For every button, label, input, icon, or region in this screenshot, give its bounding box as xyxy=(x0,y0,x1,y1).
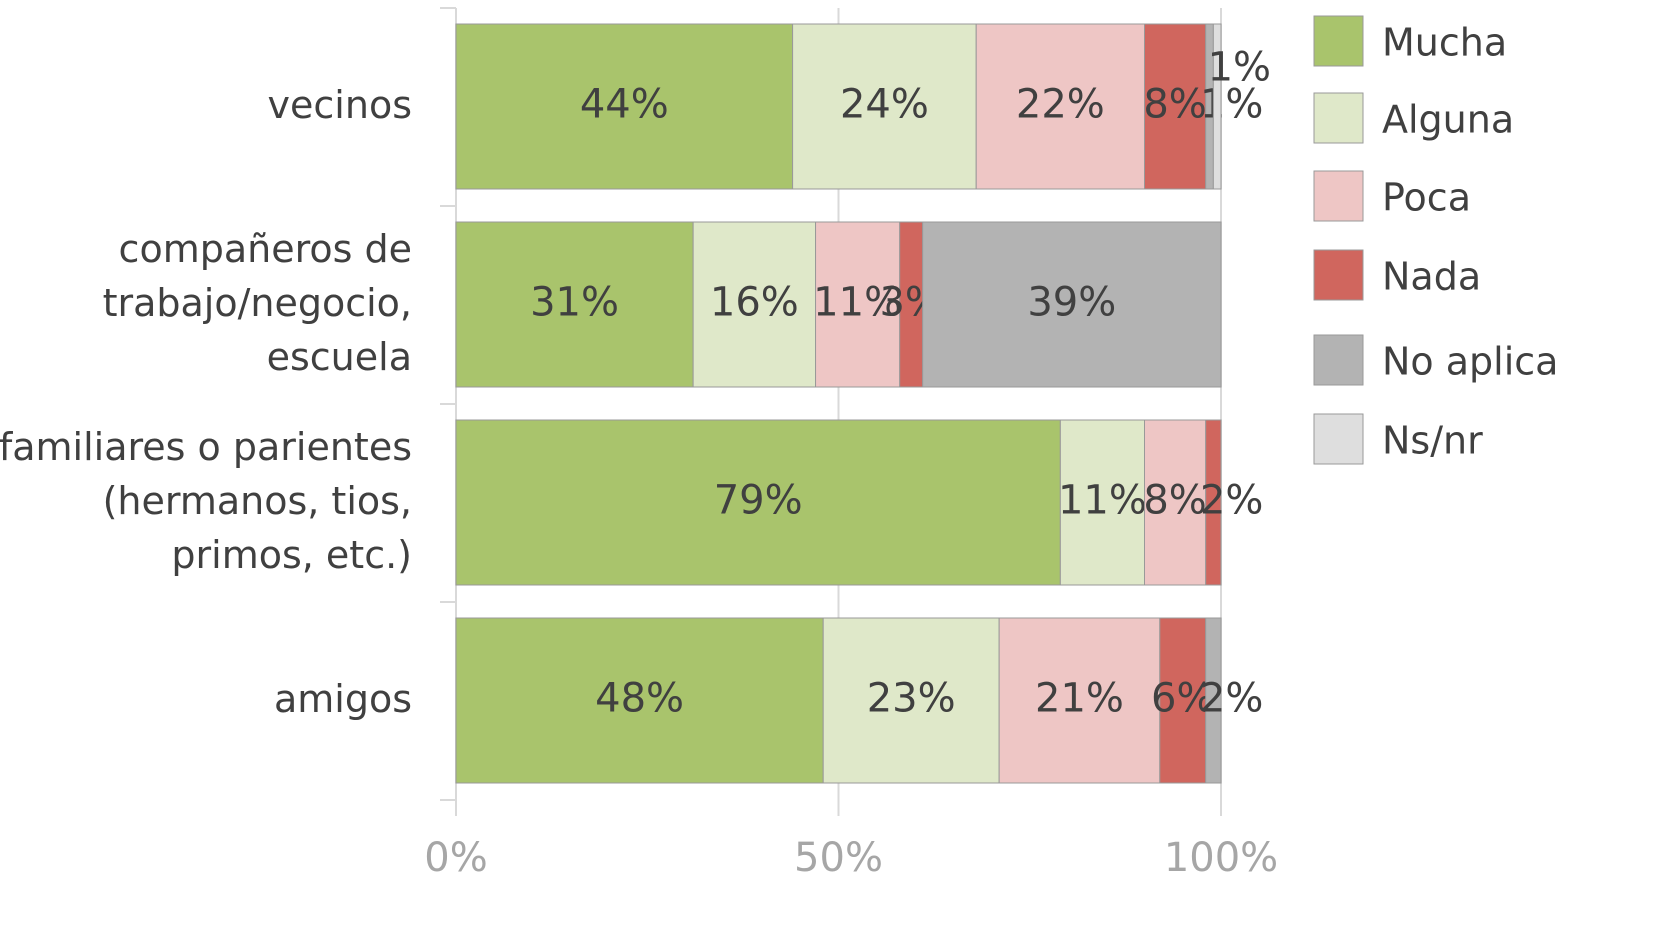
x-tick-label: 50% xyxy=(794,835,883,881)
bar-segment xyxy=(692,221,817,388)
bar-segment xyxy=(1059,419,1145,586)
bar-segment xyxy=(998,617,1161,784)
legend-swatch xyxy=(1313,249,1364,301)
bar-segment xyxy=(822,617,1000,784)
legend-label: Alguna xyxy=(1382,98,1514,142)
bar-segment xyxy=(1144,419,1207,586)
value-label: 16% xyxy=(710,280,799,326)
value-label: 48% xyxy=(595,676,684,722)
category-line: familiares o parientes xyxy=(0,425,412,469)
legend-swatch xyxy=(1313,170,1364,222)
category-line: escuela xyxy=(267,335,412,379)
bar-segment xyxy=(1144,23,1207,190)
value-label: 2% xyxy=(1200,478,1263,524)
value-label: 11% xyxy=(813,280,902,326)
bar-segment xyxy=(1212,23,1222,190)
x-tick-label: 0% xyxy=(424,835,487,881)
value-label: 1% xyxy=(1208,45,1271,91)
legend-swatch xyxy=(1313,413,1364,465)
value-label: 24% xyxy=(840,82,929,128)
legend-swatch xyxy=(1313,92,1364,144)
category-line: (hermanos, tios, xyxy=(103,479,412,523)
value-label: 21% xyxy=(1035,676,1124,722)
category-label: compañeros de trabajo/negocio, escuela xyxy=(103,227,412,379)
bar-segment xyxy=(455,419,1061,586)
bar-segment xyxy=(792,23,977,190)
value-label: 8% xyxy=(1143,478,1206,524)
category-label: familiares o parientes (hermanos, tios, pr… xyxy=(0,425,412,577)
value-label: 8% xyxy=(1143,82,1206,128)
value-label: 11% xyxy=(1058,478,1147,524)
value-label: 39% xyxy=(1027,280,1116,326)
category-line: vecinos xyxy=(268,83,412,127)
legend-swatch xyxy=(1313,334,1364,386)
legend-label: Poca xyxy=(1382,176,1471,220)
bar-segment xyxy=(975,23,1146,190)
category-line: primos, etc.) xyxy=(171,533,412,577)
category-label: vecinos xyxy=(268,83,412,127)
value-label: 1% xyxy=(1200,82,1263,128)
category-line: compañeros de xyxy=(119,227,412,271)
value-label: 31% xyxy=(530,280,619,326)
value-label: 44% xyxy=(580,82,669,128)
bar-segment xyxy=(455,221,694,388)
value-label: 23% xyxy=(867,676,956,722)
legend-swatch xyxy=(1313,15,1364,67)
legend-label: Mucha xyxy=(1382,21,1507,65)
category-line: trabajo/negocio, xyxy=(103,281,412,325)
value-label: 2% xyxy=(1200,676,1263,722)
value-label: 22% xyxy=(1016,82,1105,128)
category-label: amigos xyxy=(274,677,412,721)
bar-segment xyxy=(455,617,824,784)
category-line: amigos xyxy=(274,677,412,721)
value-label: 79% xyxy=(714,478,803,524)
legend-label: Nada xyxy=(1382,255,1481,299)
x-tick-label: 100% xyxy=(1164,835,1278,881)
bar-segment xyxy=(1205,419,1222,586)
bar-segment xyxy=(455,23,794,190)
bar-segment xyxy=(922,221,1222,388)
bar-segment xyxy=(1205,617,1222,784)
legend-label: No aplica xyxy=(1382,340,1558,384)
value-label: 6% xyxy=(1151,676,1214,722)
legend-label: Ns/nr xyxy=(1382,419,1483,463)
